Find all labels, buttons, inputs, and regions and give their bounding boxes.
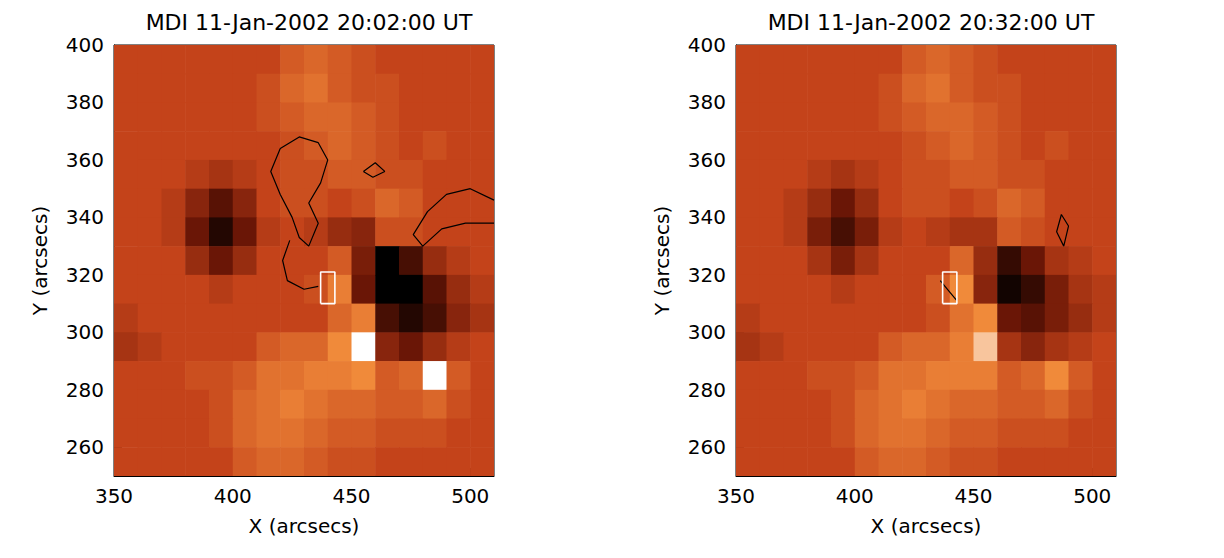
- svg-text:400: 400: [214, 484, 252, 508]
- svg-text:280: 280: [66, 378, 104, 402]
- svg-text:450: 450: [332, 484, 370, 508]
- svg-text:360: 360: [688, 148, 726, 172]
- svg-text:300: 300: [688, 320, 726, 344]
- svg-text:MDI 11-Jan-2002 20:02:00 UT: MDI 11-Jan-2002 20:02:00 UT: [146, 10, 473, 35]
- svg-text:MDI 11-Jan-2002 20:32:00 UT: MDI 11-Jan-2002 20:32:00 UT: [768, 10, 1095, 35]
- svg-text:400: 400: [66, 33, 104, 57]
- svg-text:450: 450: [954, 484, 992, 508]
- svg-text:320: 320: [688, 263, 726, 287]
- svg-text:350: 350: [717, 484, 755, 508]
- svg-text:350: 350: [95, 484, 133, 508]
- svg-text:380: 380: [688, 90, 726, 114]
- svg-text:500: 500: [1073, 484, 1111, 508]
- svg-text:260: 260: [66, 435, 104, 459]
- svg-text:340: 340: [66, 205, 104, 229]
- svg-text:320: 320: [66, 263, 104, 287]
- svg-text:400: 400: [688, 33, 726, 57]
- svg-text:X (arcsecs): X (arcsecs): [249, 514, 360, 538]
- svg-text:Y (arcsecs): Y (arcsecs): [650, 206, 674, 316]
- svg-text:360: 360: [66, 148, 104, 172]
- svg-text:380: 380: [66, 90, 104, 114]
- svg-text:300: 300: [66, 320, 104, 344]
- svg-text:500: 500: [451, 484, 489, 508]
- svg-text:280: 280: [688, 378, 726, 402]
- svg-text:400: 400: [836, 484, 874, 508]
- svg-text:340: 340: [688, 205, 726, 229]
- svg-text:Y (arcsecs): Y (arcsecs): [28, 206, 52, 316]
- svg-text:260: 260: [688, 435, 726, 459]
- svg-text:X (arcsecs): X (arcsecs): [871, 514, 982, 538]
